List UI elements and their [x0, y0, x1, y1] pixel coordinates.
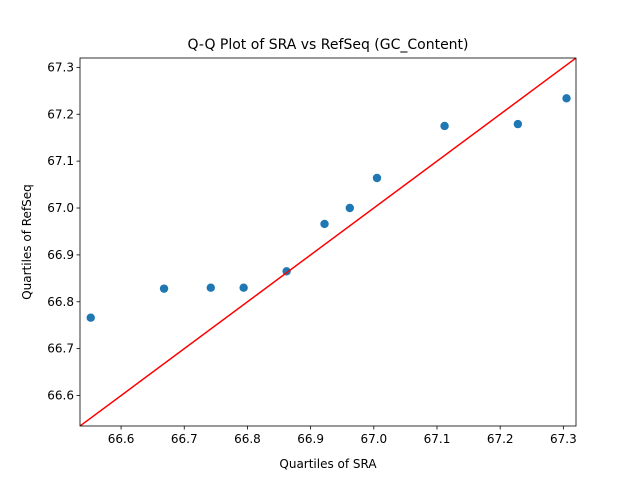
y-tick-label: 66.8 — [47, 295, 74, 309]
data-point-6 — [320, 219, 329, 229]
x-axis-label: Quartiles of SRA — [279, 457, 377, 471]
data-point-1 — [86, 313, 95, 322]
x-tick-label: 66.6 — [108, 432, 135, 446]
y-tick-label: 67.2 — [47, 107, 74, 121]
data-point-9 — [440, 121, 449, 131]
y-tick-label: 67.0 — [47, 201, 74, 215]
x-tick-label: 67.3 — [550, 432, 577, 446]
data-point-7 — [345, 203, 354, 213]
data-point-3 — [206, 283, 215, 292]
y-axis-label: Quartiles of RefSeq — [20, 184, 34, 300]
reference-line — [80, 58, 576, 426]
data-point-4 — [239, 283, 248, 292]
y-tick-label: 66.9 — [47, 248, 74, 262]
data-point-10 — [513, 119, 523, 129]
plot-frame — [79, 57, 577, 427]
y-tick-label: 66.6 — [47, 389, 74, 403]
y-tick-label: 66.7 — [47, 342, 74, 356]
x-tick-label: 67.0 — [360, 432, 387, 446]
x-tick-label: 67.1 — [424, 432, 451, 446]
x-tick-label: 67.2 — [487, 432, 514, 446]
y-tick-label: 67.1 — [47, 154, 74, 168]
x-tick-label: 66.9 — [297, 432, 324, 446]
data-point-11 — [562, 94, 571, 103]
chart-title: Q-Q Plot of SRA vs RefSeq (GC_Content) — [187, 37, 468, 53]
x-tick-label: 66.7 — [171, 432, 198, 446]
y-tick-label: 67.3 — [47, 60, 74, 74]
x-tick-label: 66.8 — [234, 432, 261, 446]
data-point-8 — [372, 173, 382, 183]
data-point-2 — [159, 284, 169, 293]
